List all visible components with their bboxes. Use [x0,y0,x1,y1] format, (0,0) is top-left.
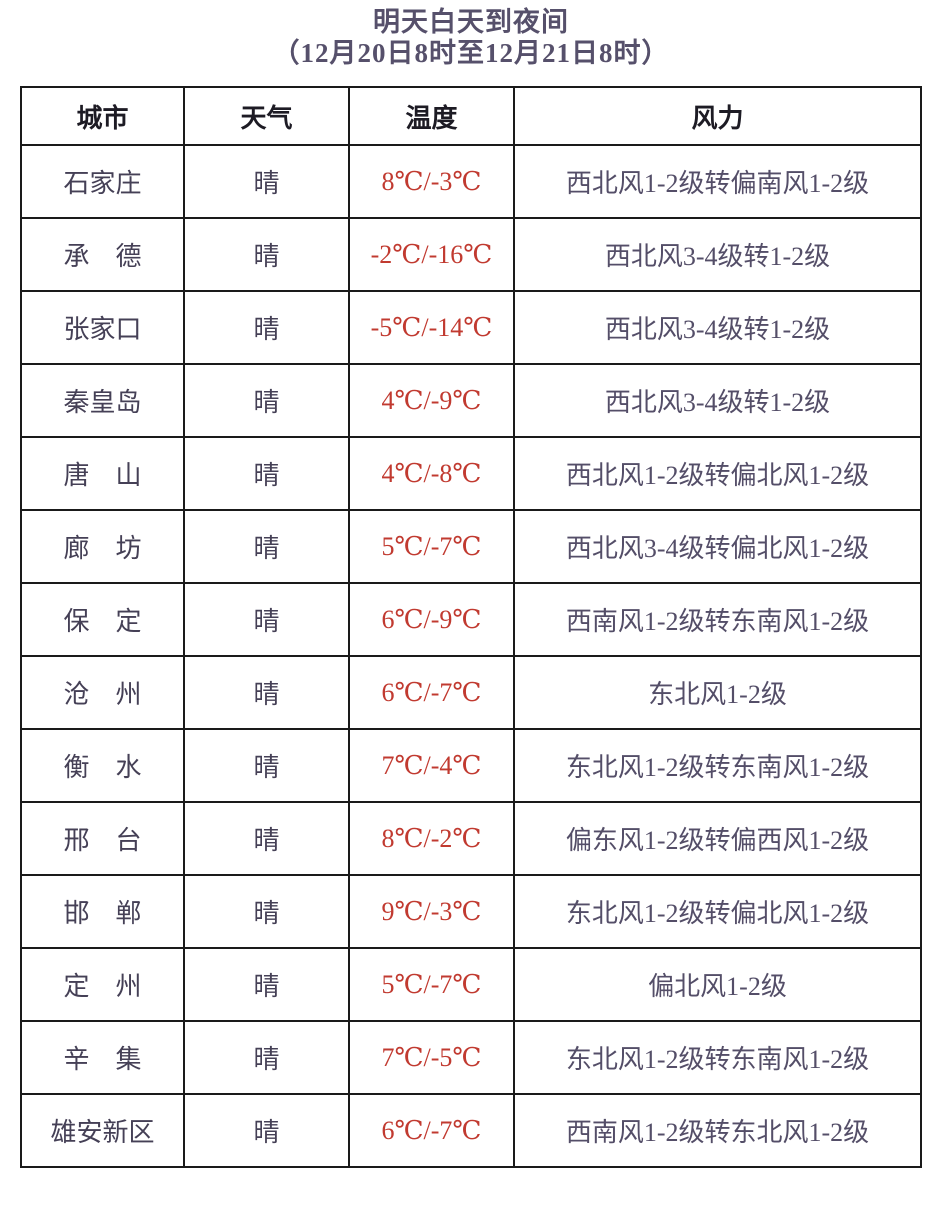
city-cell: 唐 山 [20,436,185,511]
temperature-cell: 7℃/-4℃ [348,728,515,803]
temperature-cell: 7℃/-5℃ [348,1020,515,1095]
weather-cell: 晴 [183,509,350,584]
weather-cell: 晴 [183,144,350,219]
header-wind: 风力 [513,86,922,146]
table-row: 唐 山晴 4℃/-8℃ 西北风1-2级转偏北风1-2级 [20,436,922,511]
weather-cell: 晴 [183,728,350,803]
weather-cell: 晴 [183,290,350,365]
table-header-row: 城市 天气 温度 风力 [20,86,922,146]
weather-cell: 晴 [183,947,350,1022]
wind-cell: 西北风1-2级转偏北风1-2级 [513,436,922,511]
weather-table: 城市 天气 温度 风力 石家庄晴 8℃/-3℃ 西北风1-2级转偏南风1-2级承 德… [20,86,922,1168]
table-row: 辛 集晴 7℃/-5℃ 东北风1-2级转东南风1-2级 [20,1020,922,1095]
wind-cell: 东北风1-2级转东南风1-2级 [513,1020,922,1095]
weather-cell: 晴 [183,1020,350,1095]
table-row: 石家庄晴 8℃/-3℃ 西北风1-2级转偏南风1-2级 [20,144,922,219]
table-row: 雄安新区晴 6℃/-7℃ 西南风1-2级转东北风1-2级 [20,1093,922,1168]
temperature-cell: 8℃/-3℃ [348,144,515,219]
table-row: 保 定晴 6℃/-9℃ 西南风1-2级转东南风1-2级 [20,582,922,657]
table-row: 邯 郸晴 9℃/-3℃ 东北风1-2级转偏北风1-2级 [20,874,922,949]
temperature-cell: 6℃/-7℃ [348,1093,515,1168]
weather-cell: 晴 [183,1093,350,1168]
city-cell: 张家口 [20,290,185,365]
wind-cell: 西北风3-4级转1-2级 [513,363,922,438]
header-city: 城市 [20,86,185,146]
weather-cell: 晴 [183,436,350,511]
city-cell: 石家庄 [20,144,185,219]
weather-cell: 晴 [183,217,350,292]
weather-cell: 晴 [183,582,350,657]
temperature-cell: 6℃/-9℃ [348,582,515,657]
wind-cell: 西南风1-2级转东南风1-2级 [513,582,922,657]
temperature-cell: 5℃/-7℃ [348,509,515,584]
weather-cell: 晴 [183,801,350,876]
city-cell: 邢 台 [20,801,185,876]
wind-cell: 东北风1-2级转偏北风1-2级 [513,874,922,949]
header-temperature: 温度 [348,86,515,146]
wind-cell: 西南风1-2级转东北风1-2级 [513,1093,922,1168]
temperature-cell: 6℃/-7℃ [348,655,515,730]
table-body: 石家庄晴 8℃/-3℃ 西北风1-2级转偏南风1-2级承 德晴 -2℃/-16℃ 西北风… [20,144,922,1168]
table-row: 定 州晴 5℃/-7℃ 偏北风1-2级 [20,947,922,1022]
table-row: 邢 台晴 8℃/-2℃ 偏东风1-2级转偏西风1-2级 [20,801,922,876]
city-cell: 保 定 [20,582,185,657]
city-cell: 邯 郸 [20,874,185,949]
page-title-line1: 明天白天到夜间 [373,7,569,37]
temperature-cell: -5℃/-14℃ [348,290,515,365]
wind-cell: 东北风1-2级 [513,655,922,730]
table-row: 廊 坊晴 5℃/-7℃ 西北风3-4级转偏北风1-2级 [20,509,922,584]
city-cell: 辛 集 [20,1020,185,1095]
temperature-cell: 5℃/-7℃ [348,947,515,1022]
wind-cell: 偏东风1-2级转偏西风1-2级 [513,801,922,876]
page-title-line2: （12月20日8时至12月21日8时） [272,38,670,68]
wind-cell: 偏北风1-2级 [513,947,922,1022]
wind-cell: 西北风3-4级转1-2级 [513,217,922,292]
weather-cell: 晴 [183,874,350,949]
wind-cell: 西北风1-2级转偏南风1-2级 [513,144,922,219]
table-row: 张家口晴 -5℃/-14℃ 西北风3-4级转1-2级 [20,290,922,365]
temperature-cell: -2℃/-16℃ [348,217,515,292]
table-row: 沧 州晴 6℃/-7℃ 东北风1-2级 [20,655,922,730]
table-row: 秦皇岛晴 4℃/-9℃ 西北风3-4级转1-2级 [20,363,922,438]
city-cell: 秦皇岛 [20,363,185,438]
city-cell: 定 州 [20,947,185,1022]
city-cell: 廊 坊 [20,509,185,584]
wind-cell: 西北风3-4级转1-2级 [513,290,922,365]
page-title: 明天白天到夜间 （12月20日8时至12月21日8时） [0,0,942,69]
table-row: 衡 水晴 7℃/-4℃ 东北风1-2级转东南风1-2级 [20,728,922,803]
temperature-cell: 4℃/-8℃ [348,436,515,511]
temperature-cell: 8℃/-2℃ [348,801,515,876]
temperature-cell: 4℃/-9℃ [348,363,515,438]
wind-cell: 西北风3-4级转偏北风1-2级 [513,509,922,584]
weather-cell: 晴 [183,363,350,438]
header-weather: 天气 [183,86,350,146]
city-cell: 雄安新区 [20,1093,185,1168]
city-cell: 沧 州 [20,655,185,730]
wind-cell: 东北风1-2级转东南风1-2级 [513,728,922,803]
city-cell: 承 德 [20,217,185,292]
weather-cell: 晴 [183,655,350,730]
city-cell: 衡 水 [20,728,185,803]
table-row: 承 德晴 -2℃/-16℃ 西北风3-4级转1-2级 [20,217,922,292]
temperature-cell: 9℃/-3℃ [348,874,515,949]
